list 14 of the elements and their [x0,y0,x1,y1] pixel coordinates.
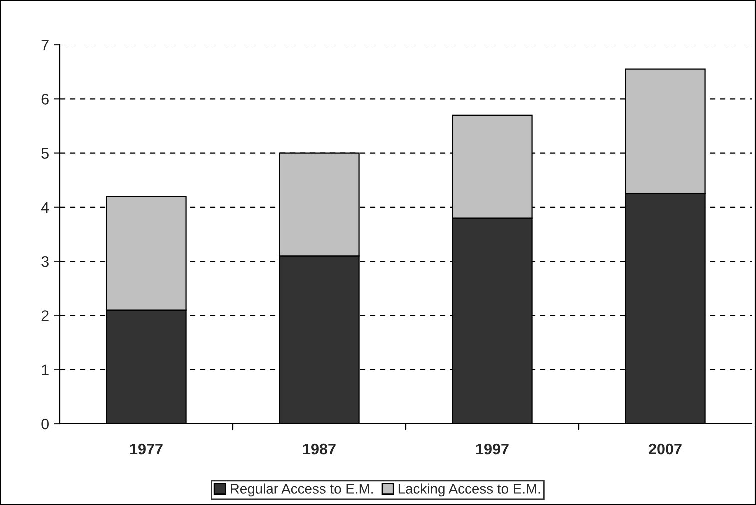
legend-label: Lacking Access to E.M. [398,484,540,497]
y-tick-label: 6 [42,94,49,105]
x-tick-label: 1997 [476,444,509,455]
y-tick-label: 4 [41,202,50,213]
y-tick-label: 2 [42,310,49,322]
y-tick-label: 3 [42,256,49,268]
x-tick-label: 1987 [303,444,336,455]
y-tick-label: 7 [42,40,49,51]
y-tick-label: 0 [42,418,49,430]
legend-label: Regular Access to E.M. [231,484,373,497]
y-tick-label: 1 [42,364,49,376]
x-tick-label: 2007 [649,444,682,455]
x-tick-label: 1977 [130,444,163,455]
y-tick-label: 5 [42,148,49,159]
